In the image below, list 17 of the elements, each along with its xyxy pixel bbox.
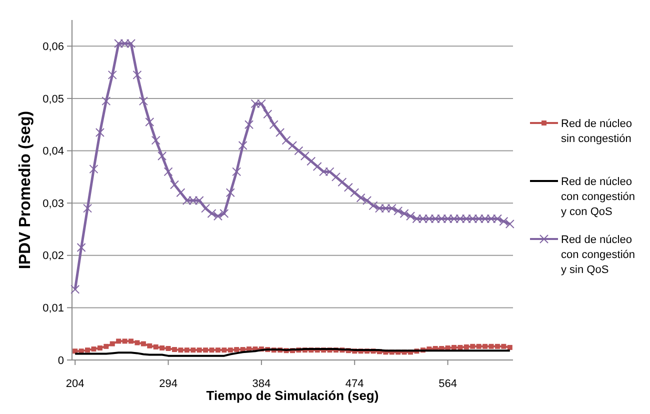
x-tick-label: 294 — [159, 378, 178, 390]
x-tick-label: 474 — [345, 378, 364, 390]
y-tick-label: 0,03 — [42, 198, 64, 210]
y-tick-label: 0,05 — [42, 93, 64, 106]
y-tick-label: 0,06 — [42, 41, 64, 54]
y-axis-title: IPDV Promedio (seg) — [17, 110, 34, 270]
x-tick-label: 204 — [66, 378, 84, 390]
y-tick-label: 0,04 — [42, 146, 64, 158]
legend-label: Red de núcleo con congestión y con QoS — [561, 176, 635, 218]
y-tick-label: 0,01 — [42, 302, 64, 315]
y-tick-label: 0 — [58, 354, 64, 367]
x-tick-label: 384 — [252, 378, 271, 390]
x-tick-label: 564 — [438, 378, 457, 390]
x-axis-title: Tiempo de Simulación (seg) — [206, 388, 379, 403]
legend-label: Red de núcleo sin congestión — [561, 118, 632, 145]
legend-label: Red de núcleo con congestión y sin QoS — [561, 234, 635, 276]
y-tick-label: 0,02 — [42, 250, 64, 262]
